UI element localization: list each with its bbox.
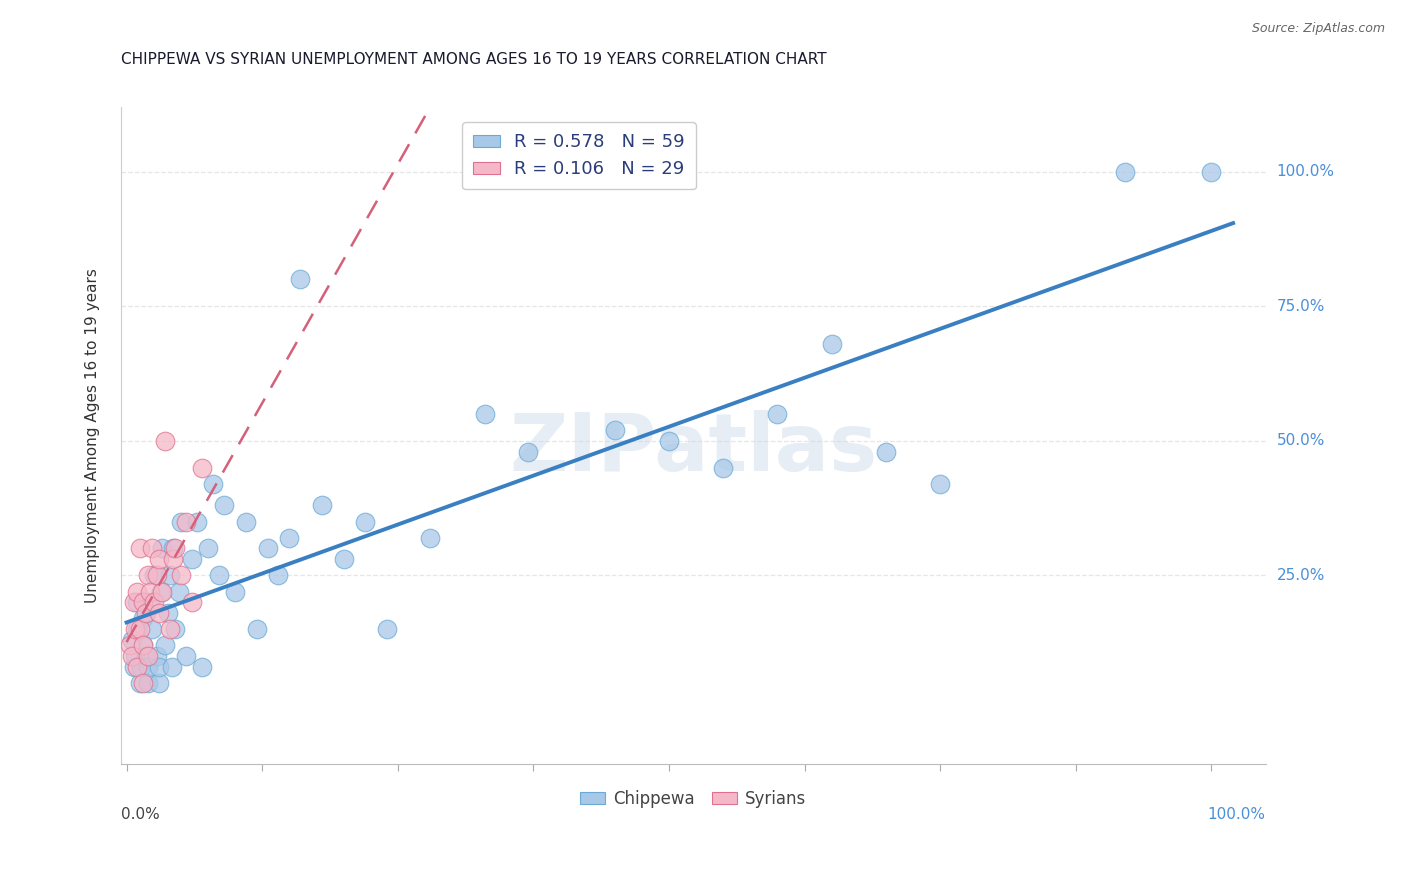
Point [256,541,278,556]
Point [122,595,145,609]
Point [332,552,354,566]
Point [711,460,734,475]
Point [124,622,146,636]
Point [170,515,193,529]
Point [132,676,155,690]
Point [135,606,157,620]
Point [354,515,377,529]
Point [139,584,162,599]
Point [136,660,159,674]
Point [288,272,311,286]
Point [929,476,952,491]
Point [180,552,202,566]
Point [419,531,441,545]
Point [135,649,157,664]
Point [150,541,173,556]
Point [159,622,181,636]
Point [202,476,225,491]
Point [127,660,149,674]
Point [127,622,149,636]
Text: 100.0%: 100.0% [1208,806,1265,822]
Point [146,568,169,582]
Point [148,660,170,674]
Point [139,595,162,609]
Point [174,515,197,529]
Text: Source: ZipAtlas.com: Source: ZipAtlas.com [1251,22,1385,36]
Point [148,552,170,566]
Point [136,676,159,690]
Point [142,595,165,609]
Point [191,660,214,674]
Point [142,568,165,582]
Point [165,622,187,636]
Point [132,639,155,653]
Point [150,584,173,599]
Point [132,595,155,609]
Point [141,541,163,556]
Point [875,444,897,458]
Point [150,584,173,599]
Point [1114,164,1136,178]
Point [118,639,141,653]
Point [136,568,159,582]
Point [128,676,150,690]
Point [122,660,145,674]
Point [208,568,231,582]
Point [186,515,208,529]
Point [141,622,163,636]
Point [267,568,290,582]
Point [1201,164,1223,178]
Point [153,434,176,448]
Point [603,423,626,437]
Point [129,660,152,674]
Text: 0.0%: 0.0% [121,806,160,822]
Point [212,499,235,513]
Y-axis label: Unemployment Among Ages 16 to 19 years: Unemployment Among Ages 16 to 19 years [86,268,100,603]
Point [167,584,190,599]
Text: 75.0%: 75.0% [1277,299,1324,314]
Point [156,606,179,620]
Text: CHIPPEWA VS SYRIAN UNEMPLOYMENT AMONG AGES 16 TO 19 YEARS CORRELATION CHART: CHIPPEWA VS SYRIAN UNEMPLOYMENT AMONG AG… [121,53,827,68]
Point [766,407,789,421]
Legend: Chippewa, Syrians: Chippewa, Syrians [574,783,813,814]
Point [160,660,183,674]
Point [235,515,257,529]
Point [224,584,246,599]
Point [148,606,170,620]
Point [146,649,169,664]
Point [127,595,149,609]
Point [311,499,333,513]
Point [474,407,496,421]
Point [197,541,219,556]
Point [159,568,181,582]
Point [132,611,155,625]
Point [191,460,214,475]
Point [165,541,187,556]
Point [180,595,202,609]
Point [153,639,176,653]
Point [278,531,301,545]
Point [375,622,398,636]
Point [246,622,269,636]
Point [516,444,538,458]
Point [658,434,681,448]
Point [162,541,184,556]
Point [170,568,193,582]
Point [121,632,143,647]
Point [162,552,184,566]
Text: 25.0%: 25.0% [1277,568,1324,582]
Point [128,541,150,556]
Text: 50.0%: 50.0% [1277,434,1324,449]
Point [148,676,170,690]
Point [124,649,146,664]
Point [132,639,155,653]
Point [127,584,149,599]
Point [821,336,844,351]
Point [121,649,143,664]
Point [128,622,150,636]
Point [174,649,197,664]
Point [136,649,159,664]
Text: ZIPatlas: ZIPatlas [509,409,877,488]
Text: 100.0%: 100.0% [1277,164,1334,179]
